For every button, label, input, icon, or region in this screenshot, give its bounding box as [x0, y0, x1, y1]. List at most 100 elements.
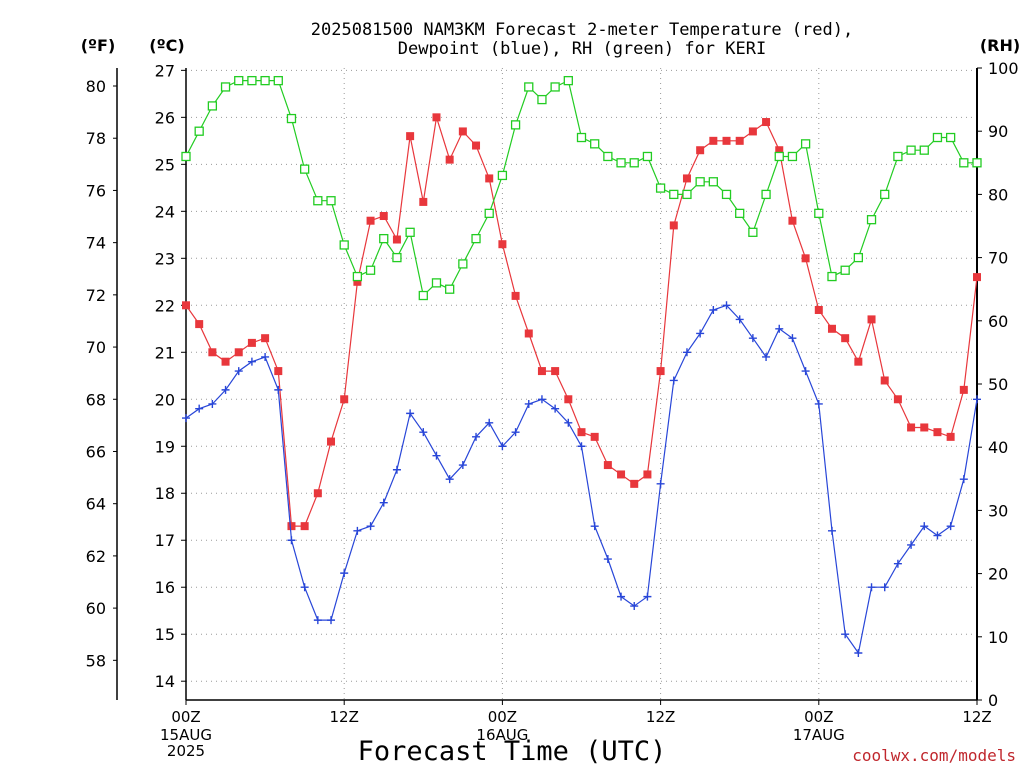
dewpoint-point	[195, 404, 204, 413]
temperature-point	[511, 291, 520, 300]
dewpoint-point	[603, 555, 612, 564]
rh-point	[484, 208, 494, 219]
temperature-point	[775, 146, 784, 155]
temperature-point	[590, 432, 599, 441]
temperature-point	[287, 522, 296, 531]
temperature-point	[234, 348, 243, 357]
credit-link[interactable]: coolwx.com/models	[852, 746, 1016, 765]
temperature-point	[498, 240, 507, 249]
rh-point	[616, 158, 626, 168]
rh-point	[655, 183, 666, 193]
dewpoint-point	[827, 526, 836, 535]
temperature-point	[933, 428, 942, 437]
celsius-tick-label: 24	[155, 202, 175, 221]
dewpoint-point	[920, 522, 929, 531]
rh-tick-label: 10	[988, 628, 1008, 647]
dewpoint-point	[590, 522, 599, 531]
rh-point	[563, 75, 573, 86]
temperature-point	[920, 423, 929, 432]
rh-point	[853, 252, 863, 263]
dewpoint-point	[261, 352, 270, 361]
time-tick-label: 12Z	[646, 708, 675, 726]
fahrenheit-tick-label: 76	[86, 181, 106, 200]
temperature-point	[524, 329, 533, 338]
chart-title-line1: 2025081500 NAM3KM Forecast 2-meter Tempe…	[311, 20, 853, 40]
dewpoint-point	[564, 418, 573, 427]
temperature-point	[182, 301, 190, 310]
dewpoint-point	[485, 418, 494, 427]
dewpoint-point	[946, 522, 955, 531]
dewpoint-point	[801, 367, 810, 376]
temperature-point	[221, 357, 230, 366]
dewpoint-point	[814, 399, 823, 408]
temperature-point	[432, 113, 441, 122]
rh-point	[814, 208, 824, 219]
temperature-line	[185, 117, 978, 527]
celsius-tick-label: 17	[155, 531, 175, 550]
temperature-point	[973, 273, 981, 282]
celsius-tick-label: 20	[155, 390, 175, 409]
rh-tick-label: 100	[988, 59, 1019, 78]
dewpoint-point	[406, 409, 415, 418]
temperature-point	[577, 428, 586, 437]
rh-point	[471, 233, 481, 244]
dewpoint-point	[313, 616, 322, 625]
rh-point	[866, 215, 877, 225]
dewpoint-point	[907, 540, 916, 549]
temperature-point	[406, 132, 415, 141]
dewpoint-point	[353, 526, 362, 535]
temperature-point	[907, 423, 916, 432]
time-tick-sublabel: 17AUG	[793, 726, 845, 744]
fahrenheit-tick-label: 74	[86, 234, 106, 253]
temperature-point	[551, 367, 560, 376]
rh-point	[972, 158, 982, 168]
rh-point	[524, 82, 534, 92]
rh-point	[497, 170, 508, 181]
temperature-point	[748, 127, 757, 136]
chart-series	[181, 75, 982, 658]
temperature-point	[340, 395, 349, 404]
rh-point	[695, 177, 705, 187]
celsius-axis: 14 15 16 17 18 19 20 21 22 23 24 25 26 27	[155, 61, 186, 691]
dewpoint-point	[788, 334, 797, 343]
dewpoint-point	[234, 367, 243, 376]
rh-point	[220, 82, 231, 92]
dewpoint-point	[445, 475, 454, 484]
temperature-point	[195, 320, 204, 329]
dewpoint-point	[959, 475, 968, 484]
rh-point	[761, 189, 771, 200]
temperature-point	[788, 216, 797, 225]
temperature-point	[827, 324, 836, 333]
fahrenheit-unit-label: (ºF)	[81, 36, 116, 55]
dewpoint-point	[327, 616, 336, 625]
dewpoint-point	[432, 451, 441, 460]
temperature-point	[946, 432, 955, 441]
rh-point	[603, 151, 613, 162]
temperature-point	[630, 479, 639, 488]
fahrenheit-tick-label: 62	[86, 547, 106, 566]
temperature-point	[709, 136, 718, 145]
rh-point	[431, 278, 442, 288]
dewpoint-point	[366, 522, 375, 531]
temperature-point	[762, 118, 771, 127]
rh-tick-label: 40	[988, 438, 1008, 457]
temperature-point	[485, 174, 494, 183]
rh-tick-label: 0	[988, 691, 998, 710]
temperature-point	[617, 470, 626, 479]
dewpoint-point	[458, 461, 467, 470]
fahrenheit-tick-label: 58	[86, 651, 106, 670]
celsius-tick-label: 21	[155, 343, 175, 362]
celsius-tick-label: 23	[155, 249, 175, 268]
celsius-tick-label: 18	[155, 484, 175, 503]
x-axis-title: Forecast Time (UTC)	[358, 736, 667, 767]
time-tick-label: 00Z	[171, 708, 200, 726]
celsius-tick-label: 27	[155, 61, 175, 80]
rh-point	[458, 259, 468, 269]
dewpoint-point	[933, 531, 942, 540]
rh-point	[945, 132, 956, 143]
rh-point	[260, 75, 270, 86]
rh-point	[326, 196, 336, 206]
rh-point	[313, 196, 323, 206]
fahrenheit-tick-label: 80	[86, 77, 106, 96]
